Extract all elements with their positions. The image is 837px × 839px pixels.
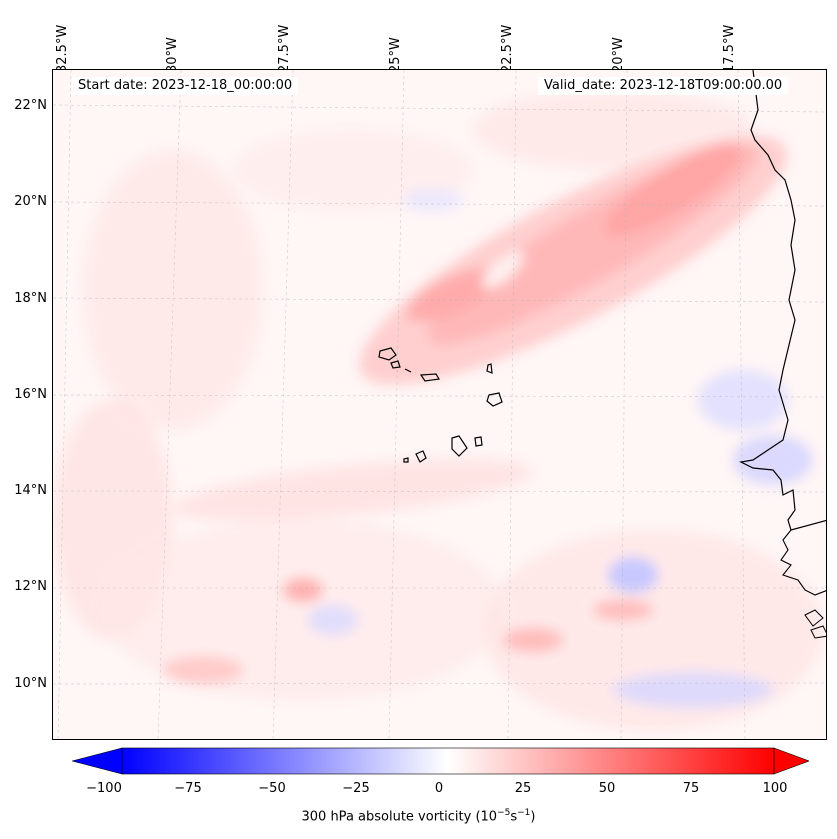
colorbar-tick: −100 (86, 781, 122, 796)
lon-label: 22.5°W (500, 24, 515, 73)
colorbar-label-mid: s (510, 809, 518, 825)
colorbar-tick: 100 (762, 781, 788, 796)
colorbar-label-exp1: −5 (497, 808, 511, 818)
colorbar-tick: 0 (434, 781, 444, 796)
colorbar-label-exp2: −1 (517, 808, 531, 818)
colorbar-tick: 25 (514, 781, 532, 796)
valid-date-label: Valid_date: 2023-12-18T09:00:00.00 (538, 77, 789, 95)
colorbar-tick: −50 (258, 781, 286, 796)
lon-label: 32.5°W (55, 24, 70, 73)
colorbar-tick: −25 (342, 781, 370, 796)
guinea-coast (780, 529, 826, 596)
lat-label: 10°N (14, 676, 47, 691)
cape-verde-islands (378, 347, 503, 463)
colorbar-tick: 50 (598, 781, 616, 796)
colorbar-tick: 75 (682, 781, 700, 796)
colorbar-label: 300 hPa absolute vorticity (10−5s−1) (0, 808, 837, 824)
lat-label: 22°N (14, 98, 47, 113)
colorbar-body (121, 747, 775, 775)
lon-label: 27.5°W (277, 24, 292, 73)
lat-label: 20°N (14, 194, 47, 209)
lat-label: 18°N (14, 291, 47, 306)
map-area (52, 69, 827, 740)
colorbar-label-end: ) (530, 809, 536, 825)
vorticity-shading (53, 90, 823, 730)
bijagos-islands (804, 609, 826, 639)
colorbar-label-text: 300 hPa absolute vorticity (10 (301, 809, 498, 825)
lon-label: 25°W (388, 37, 403, 73)
vorticity-field (53, 70, 826, 739)
colorbar (72, 747, 809, 775)
lat-label: 14°N (14, 483, 47, 498)
colorbar-tick: −75 (174, 781, 202, 796)
africa-coastline (739, 70, 826, 531)
lon-label: 17.5°W (722, 24, 737, 73)
graticule (53, 70, 826, 739)
lat-label: 16°N (14, 387, 47, 402)
lat-label: 12°N (14, 579, 47, 594)
colorbar-extend-max (773, 747, 809, 775)
lon-label: 20°W (611, 37, 626, 73)
start-date-label: Start date: 2023-12-18_00:00:00 (72, 77, 299, 95)
colorbar-extend-min (72, 747, 123, 775)
lon-label: 30°W (165, 37, 180, 73)
